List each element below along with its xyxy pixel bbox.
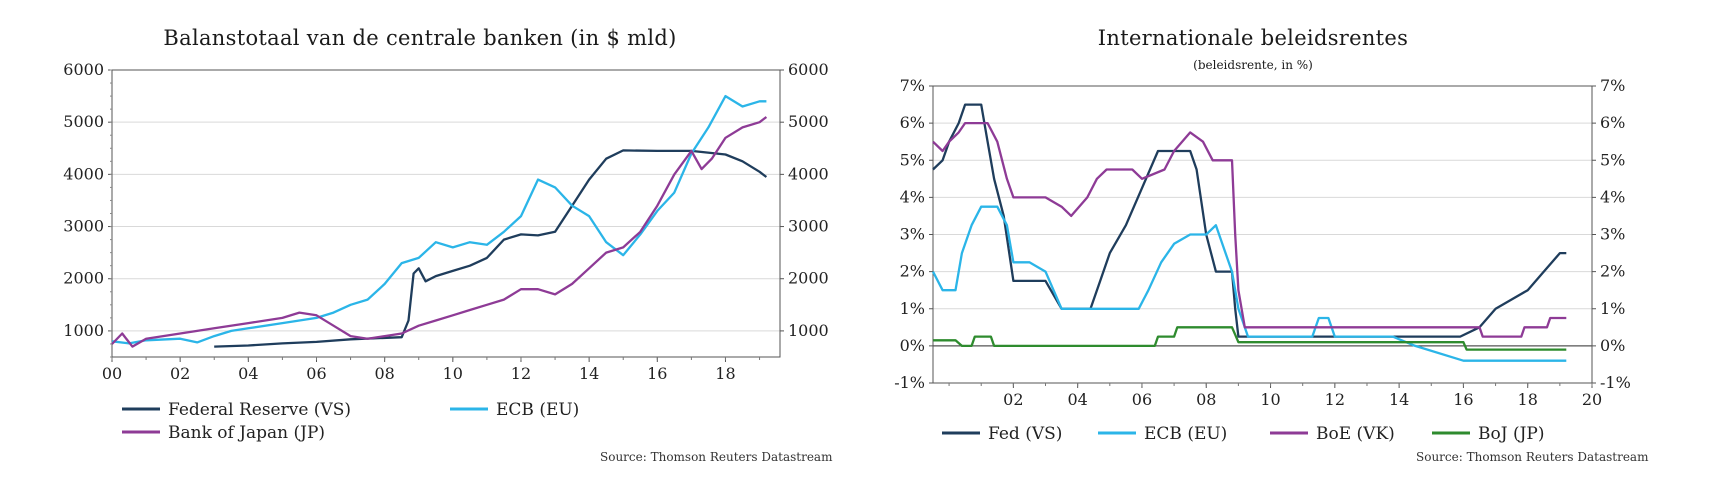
x-tick-label: 14 [579,364,599,383]
x-tick-label: 14 [1389,390,1409,409]
legend-label: Fed (VS) [988,424,1062,444]
series-line-ecb-eu [931,205,1567,362]
chart-title: Internationale beleidsrentes [1097,26,1409,50]
legend-label: Federal Reserve (VS) [168,400,351,420]
x-tick-label: 06 [1132,390,1152,409]
x-tick-label: 02 [1003,390,1023,409]
y-tick-label-right: 4000 [788,164,829,183]
y-tick-label-right: 5000 [788,112,829,131]
y-tick-label-left: 6% [900,113,925,132]
y-tick-label-right: 6% [1600,113,1625,132]
y-tick-label-right: 0% [1600,336,1625,355]
plot-frame [111,69,781,358]
y-tick-label-left: 4% [900,187,925,206]
x-tick-label: 16 [647,364,667,383]
y-tick-label-right: 2000 [788,269,829,288]
y-tick-label-right: 3000 [788,217,829,236]
policy-rates-chart-panel: Internationale beleidsrentes (beleidsren… [860,0,1726,491]
chart-subtitle: (beleidsrente, in %) [1193,58,1313,72]
series-line-ecb-eu [111,94,767,345]
y-tick-label-left: 1% [900,299,925,318]
x-tick-label: 12 [511,364,531,383]
legend-label: BoE (VK) [1316,424,1395,444]
x-tick-label: 10 [443,364,463,383]
y-tick-label-right: 1% [1600,299,1625,318]
x-tick-label: 18 [1518,390,1538,409]
chart-source: Source: Thomson Reuters Datastream [1416,450,1649,464]
y-tick-label-right: -1% [1600,373,1631,392]
y-tick-label-left: 3000 [63,217,104,236]
policy-rates-chart: -1% -1% 0% 0% 1% 1% 2% 2% 3% 3% 4% 4% 5% 5% 6% 6% 7% 7% 02… [894,76,1631,444]
y-tick-label-left: 6000 [63,60,104,79]
y-tick-label-right: 1000 [788,321,829,340]
balance-sheet-chart-panel: Balanstotaal van de centrale banken (in … [0,0,860,491]
x-tick-label: 08 [1196,390,1216,409]
y-tick-label-right: 4% [1600,187,1625,206]
legend-label: ECB (EU) [496,400,579,420]
y-tick-label-left: 0% [900,336,925,355]
legend-label: BoJ (JP) [1478,424,1544,444]
y-tick-label-left: 7% [900,76,925,95]
x-tick-label: 18 [715,364,735,383]
chart-title: Balanstotaal van de centrale banken (in … [163,26,677,50]
legend-label: ECB (EU) [1144,424,1227,444]
y-tick-label-right: 5% [1600,150,1625,169]
x-tick-label: 04 [1067,390,1087,409]
y-tick-label-left: 2% [900,262,925,281]
x-tick-label: 02 [170,364,190,383]
y-tick-label-left: 1000 [63,321,104,340]
series-line-federal-reserve-vs [214,149,768,348]
legend-label: Bank of Japan (JP) [168,423,325,443]
y-tick-label-right: 6000 [788,60,829,79]
x-tick-label: 04 [238,364,258,383]
y-tick-label-left: -1% [894,373,925,392]
x-tick-label: 06 [306,364,326,383]
x-tick-label: 20 [1582,390,1602,409]
y-tick-label-left: 3% [900,225,925,244]
y-tick-label-right: 7% [1600,76,1625,95]
y-tick-label-left: 5% [900,150,925,169]
series-line-bank-of-japan-jp [111,116,768,348]
x-tick-label: 10 [1260,390,1280,409]
x-tick-label: 00 [102,364,122,383]
y-tick-label-left: 4000 [63,164,104,183]
chart-source: Source: Thomson Reuters Datastream [600,450,833,464]
series-line-boe-vk [932,121,1567,338]
y-tick-label-right: 2% [1600,262,1625,281]
y-tick-label-left: 5000 [63,112,104,131]
series-line-fed-vs [932,103,1567,338]
x-tick-label: 12 [1325,390,1345,409]
series-line-boj-jp [933,326,1567,351]
x-tick-label: 08 [374,364,394,383]
y-tick-label-left: 2000 [63,269,104,288]
y-tick-label-right: 3% [1600,225,1625,244]
x-tick-label: 16 [1453,390,1473,409]
